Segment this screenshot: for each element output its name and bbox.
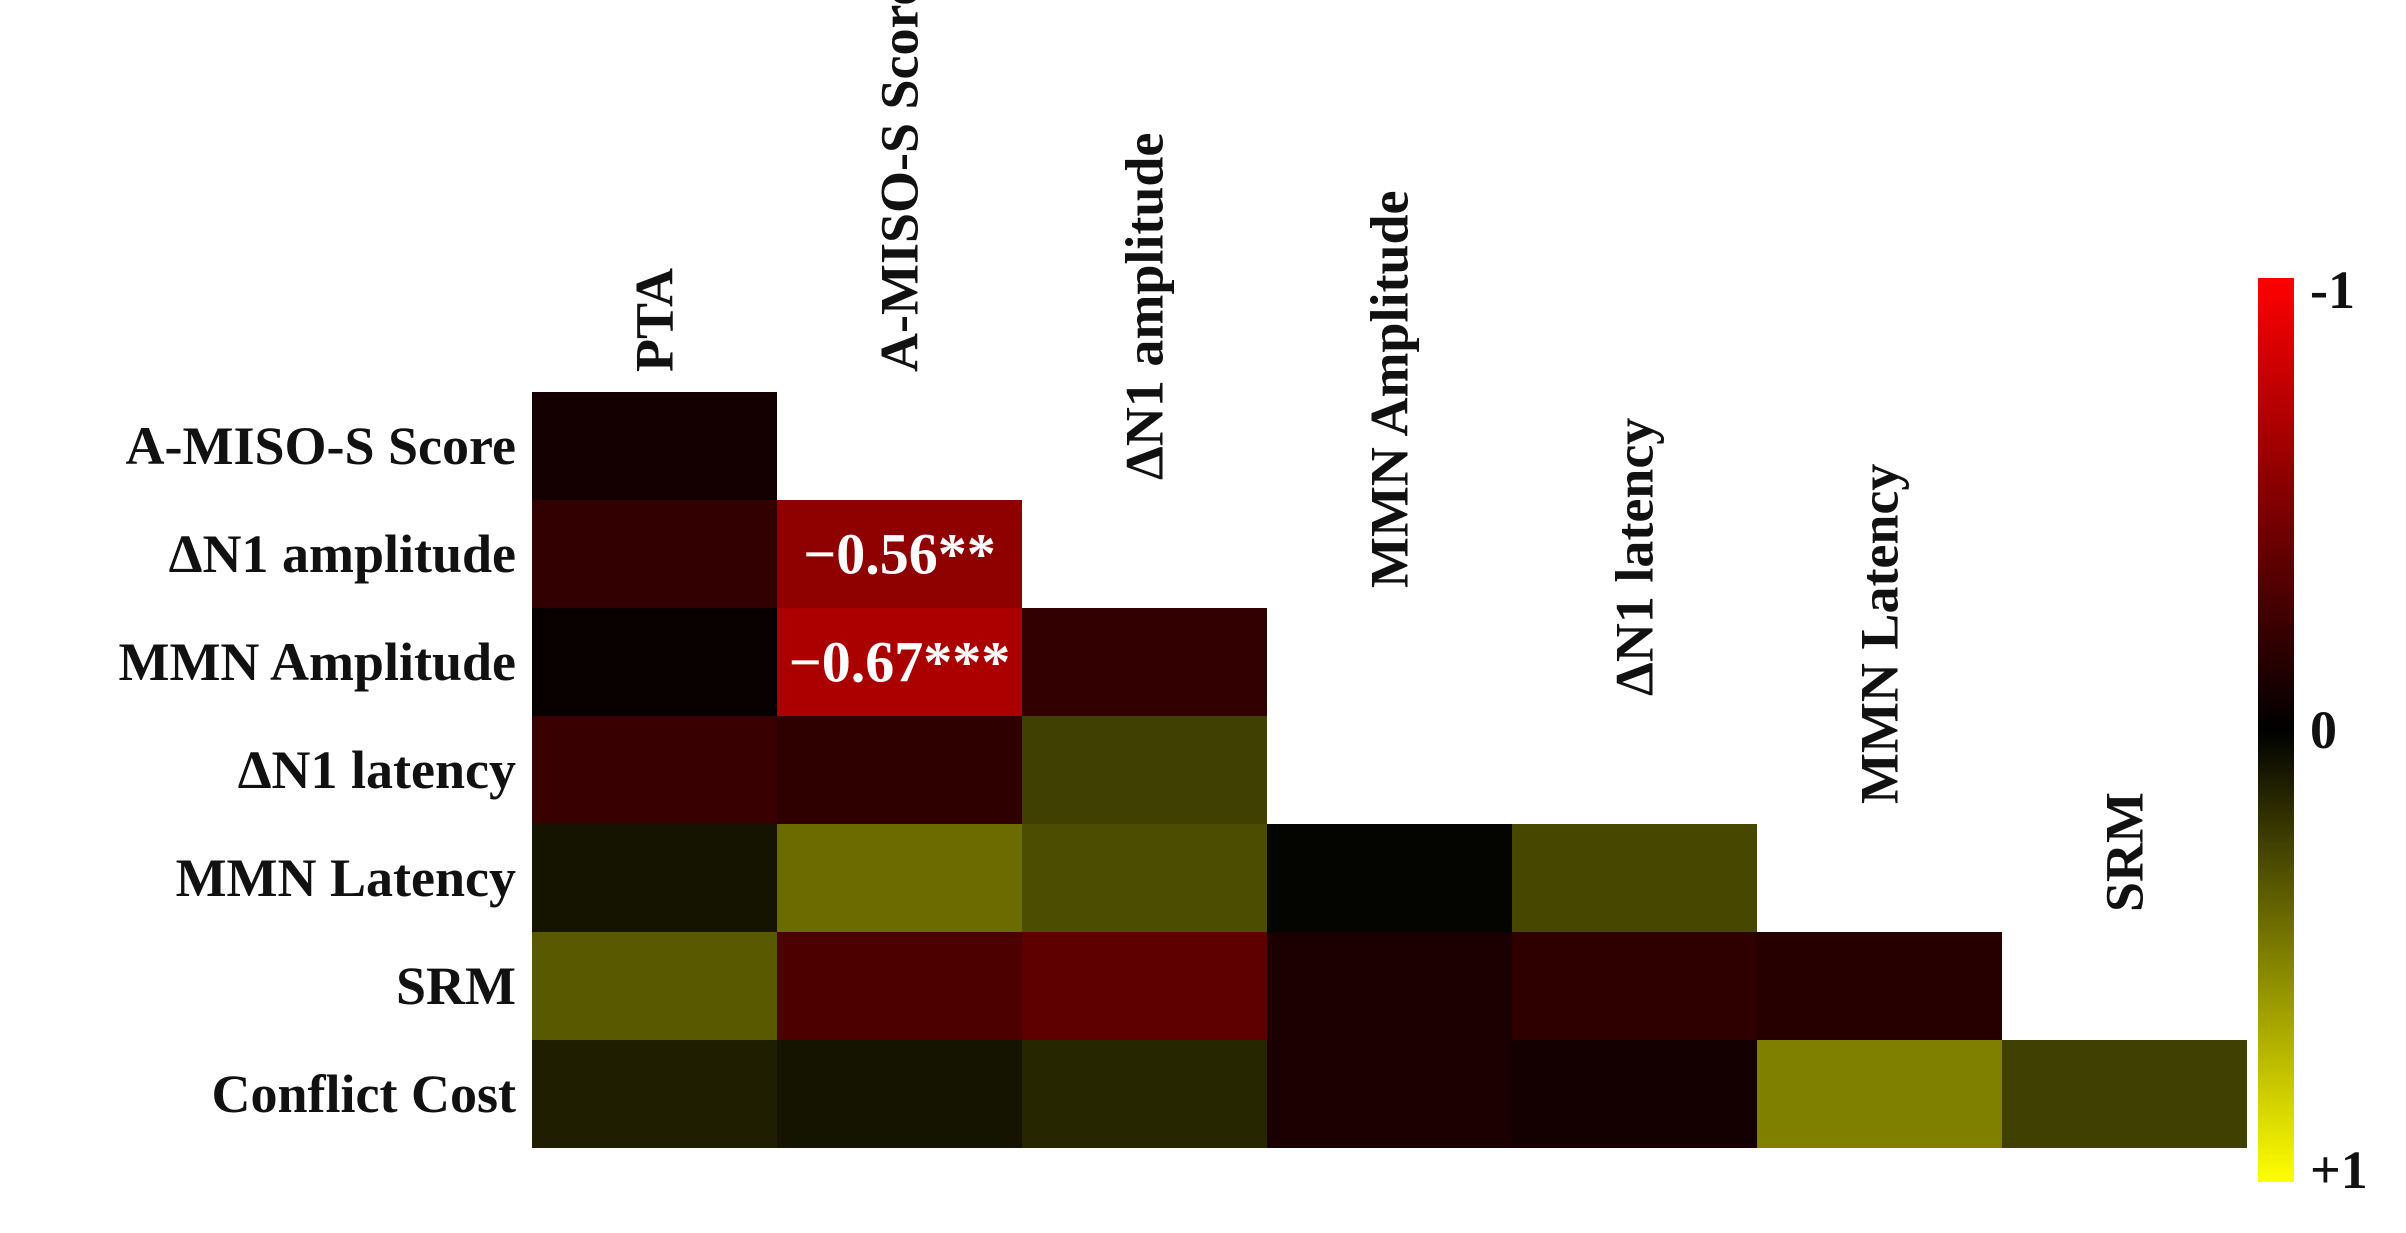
heatmap-cell-srm-mmn-amplitude bbox=[1267, 932, 1512, 1040]
heatmap-cell-delta-n1-amplitude-a-miso-s-score bbox=[777, 500, 1022, 608]
colorbar-gradient bbox=[2258, 278, 2294, 1182]
heatmap-cells bbox=[532, 392, 2247, 1148]
heatmap-cell-conflict-cost-a-miso-s-score bbox=[777, 1040, 1022, 1148]
colorbar-tick-label: +1 bbox=[2310, 1140, 2368, 1200]
column-label-a-miso-s-score: A-MISO-S Score bbox=[870, 0, 930, 372]
column-label-delta-n1-amplitude: ΔN1 amplitude bbox=[1115, 133, 1175, 480]
heatmap-cell-srm-a-miso-s-score bbox=[777, 932, 1022, 1040]
heatmap-cell-mmn-amplitude-delta-n1-amplitude bbox=[1022, 608, 1267, 716]
heatmap-cell-conflict-cost-delta-n1-amplitude bbox=[1022, 1040, 1267, 1148]
row-label-delta-n1-amplitude: ΔN1 amplitude bbox=[169, 524, 516, 584]
cell-value-label: −0.56** bbox=[803, 522, 996, 587]
heatmap-cell-mmn-latency-pta bbox=[532, 824, 777, 932]
heatmap-cell-delta-n1-latency-delta-n1-amplitude bbox=[1022, 716, 1267, 824]
heatmap-cell-conflict-cost-srm bbox=[2002, 1040, 2247, 1148]
row-label-delta-n1-latency: ΔN1 latency bbox=[238, 740, 516, 800]
colorbar bbox=[2258, 278, 2294, 1182]
heatmap-cell-srm-pta bbox=[532, 932, 777, 1040]
row-labels: A-MISO-S Score ΔN1 amplitude MMN Amplitude… bbox=[119, 416, 517, 1124]
heatmap-cell-mmn-amplitude-pta bbox=[532, 608, 777, 716]
colorbar-tick-labels: -1 0 +1 bbox=[2310, 260, 2368, 1200]
column-label-mmn-latency: MMN Latency bbox=[1850, 464, 1910, 804]
heatmap-cell-delta-n1-latency-a-miso-s-score bbox=[777, 716, 1022, 824]
heatmap-cell-srm-delta-n1-amplitude bbox=[1022, 932, 1267, 1040]
row-label-conflict-cost: Conflict Cost bbox=[212, 1064, 516, 1124]
column-labels: PTA A-MISO-S Score ΔN1 amplitude MMN Amplit… bbox=[625, 0, 2155, 912]
heatmap-cell-mmn-latency-a-miso-s-score bbox=[777, 824, 1022, 932]
column-label-pta: PTA bbox=[625, 268, 685, 372]
heatmap-cell-mmn-latency-delta-n1-amplitude bbox=[1022, 824, 1267, 932]
row-label-srm: SRM bbox=[396, 956, 516, 1016]
colorbar-tick-label: -1 bbox=[2310, 260, 2355, 320]
heatmap-cell-srm-mmn-latency bbox=[1757, 932, 2002, 1040]
column-label-srm: SRM bbox=[2095, 792, 2155, 912]
column-label-delta-n1-latency: ΔN1 latency bbox=[1605, 418, 1665, 696]
heatmap-cell-a-miso-s-score-pta bbox=[532, 392, 777, 500]
row-label-a-miso-s-score: A-MISO-S Score bbox=[126, 416, 516, 476]
heatmap-cell-delta-n1-amplitude-pta bbox=[532, 500, 777, 608]
heatmap-cell-srm-delta-n1-latency bbox=[1512, 932, 1757, 1040]
heatmap-cell-conflict-cost-pta bbox=[532, 1040, 777, 1148]
heatmap-cell-delta-n1-latency-pta bbox=[532, 716, 777, 824]
heatmap-cell-conflict-cost-mmn-latency bbox=[1757, 1040, 2002, 1148]
column-label-mmn-amplitude: MMN Amplitude bbox=[1360, 191, 1420, 589]
heatmap-cell-conflict-cost-mmn-amplitude bbox=[1267, 1040, 1512, 1148]
row-label-mmn-amplitude: MMN Amplitude bbox=[119, 632, 517, 692]
row-label-mmn-latency: MMN Latency bbox=[176, 848, 516, 908]
heatmap-cell-labels: −0.56** −0.67*** bbox=[789, 522, 1011, 695]
heatmap-cell-mmn-latency-delta-n1-latency bbox=[1512, 824, 1757, 932]
heatmap-cell-mmn-latency-mmn-amplitude bbox=[1267, 824, 1512, 932]
heatmap-cell-mmn-amplitude-a-miso-s-score bbox=[777, 608, 1022, 716]
heatmap-cell-conflict-cost-delta-n1-latency bbox=[1512, 1040, 1757, 1148]
cell-value-label: −0.67*** bbox=[789, 630, 1011, 695]
colorbar-tick-label: 0 bbox=[2310, 700, 2337, 760]
